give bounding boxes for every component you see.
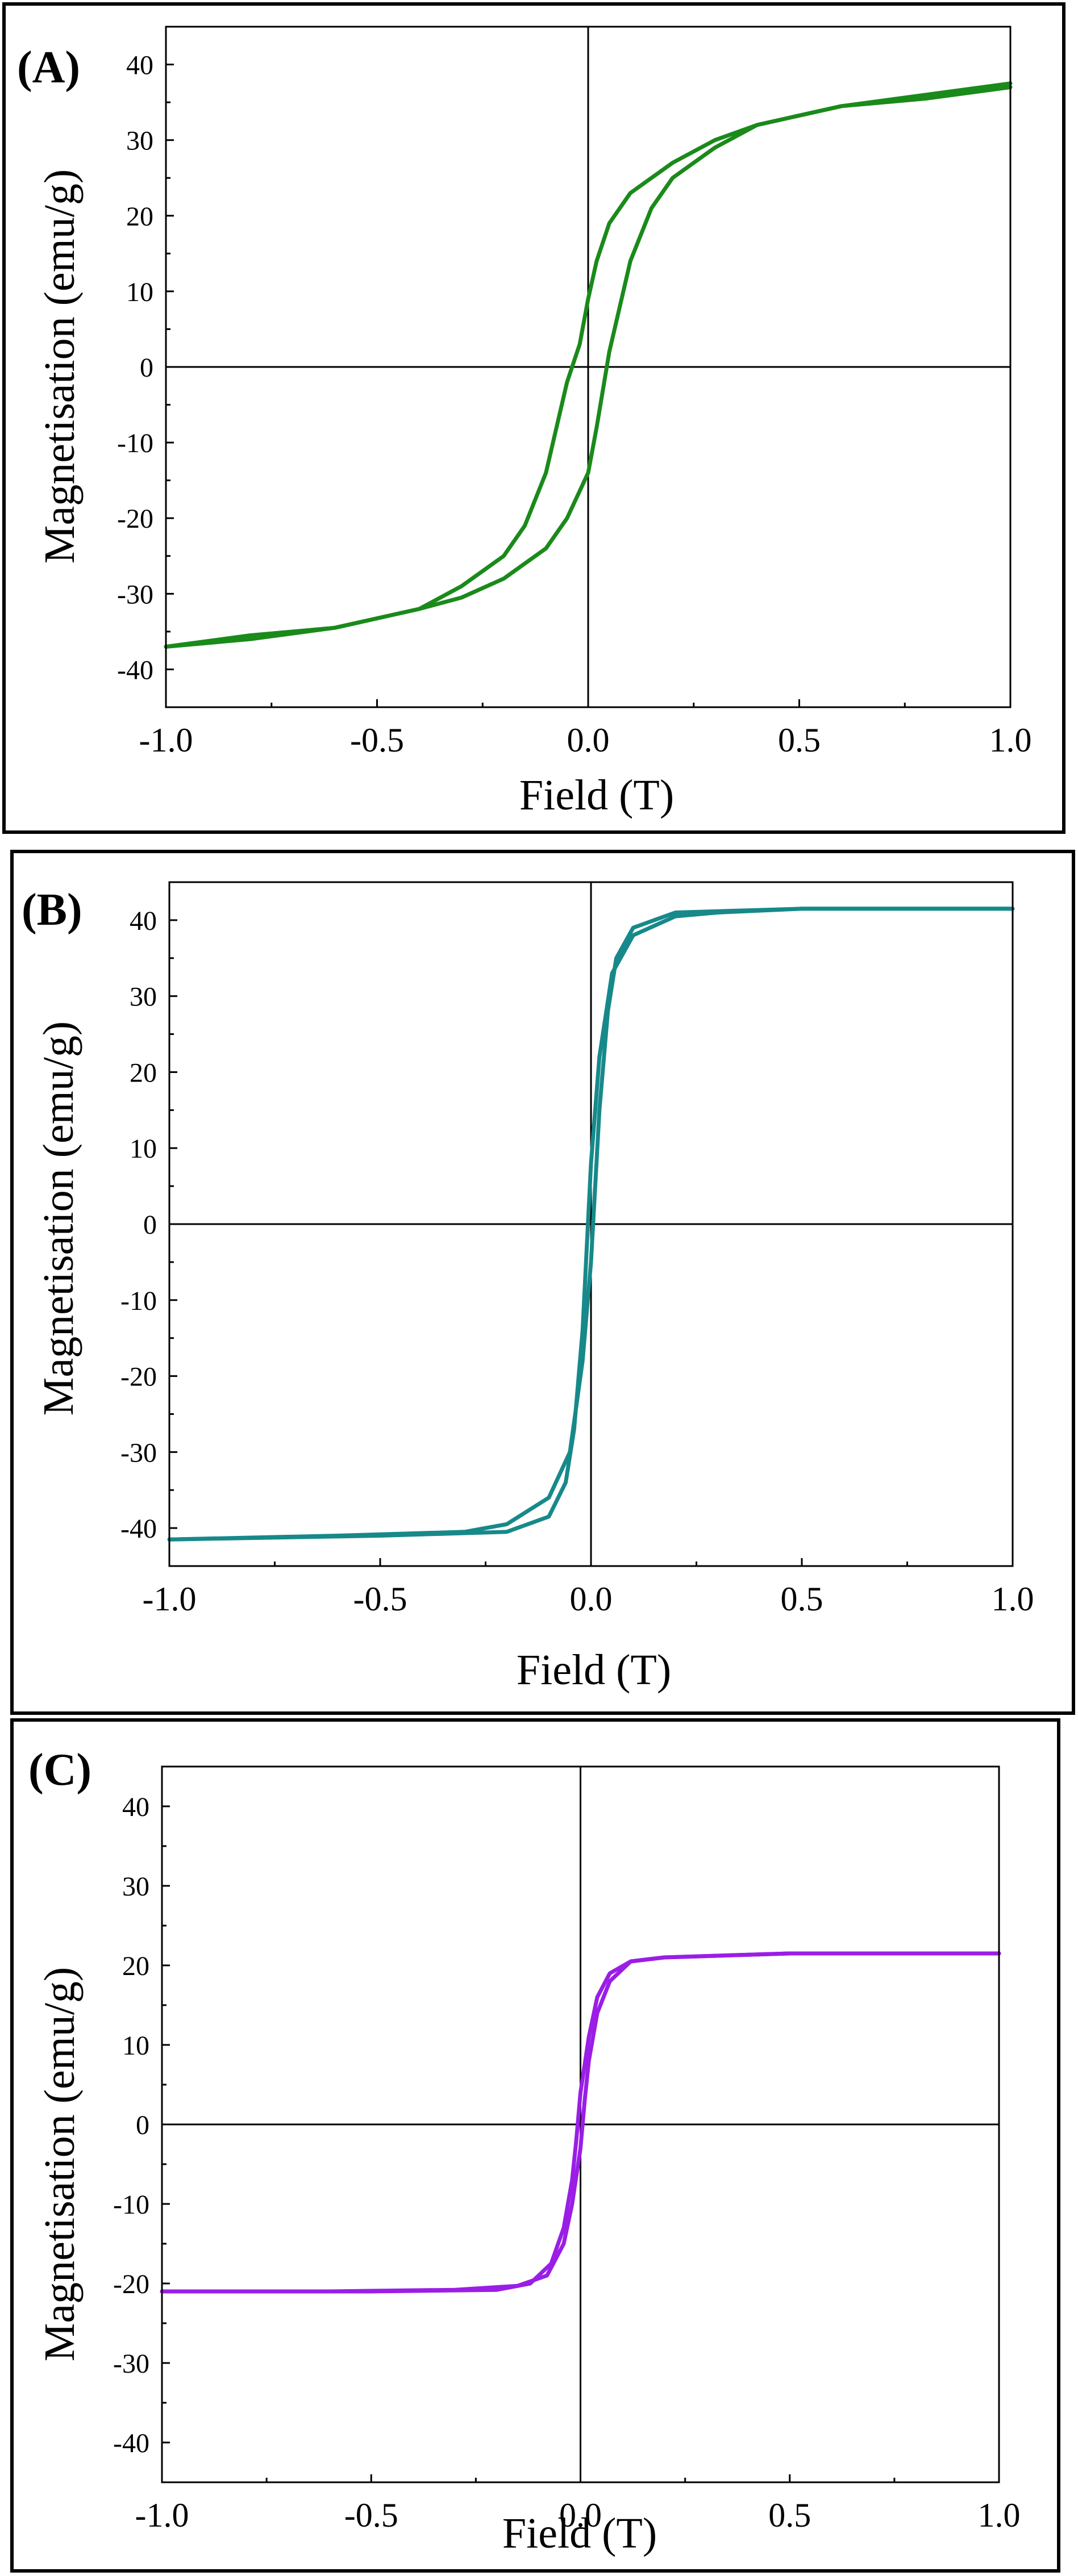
y-axis-label: Magnetisation (emu/g) <box>36 169 84 563</box>
y-tick-label: -30 <box>120 1438 157 1468</box>
x-axis-label: Field (T) <box>519 771 674 819</box>
y-tick-label: 30 <box>130 982 157 1012</box>
x-axis-label: Field (T) <box>502 2510 657 2557</box>
x-tick-label: 1.0 <box>992 1580 1034 1618</box>
panel-label: (A) <box>17 43 80 93</box>
y-tick-label: 20 <box>122 1951 149 1981</box>
x-tick-label: 0.5 <box>768 2496 811 2534</box>
y-tick-label: 30 <box>122 1872 149 1902</box>
panel-c-frame <box>10 1718 1060 2573</box>
y-tick-label: 20 <box>126 202 153 232</box>
panel-b-text: (B) Field (T) Magnetisation (emu/g) <box>22 885 671 1694</box>
x-tick-label: -0.5 <box>350 721 404 759</box>
x-tick-label: 1.0 <box>989 721 1032 759</box>
chart-c: -1.0 -0.5 0.0 0.5 1.0 -40 -30 -20 -10 0 10 20 30 40 <box>113 1765 1021 2534</box>
series-line <box>167 907 1015 1542</box>
y-tick-label: -40 <box>120 1514 157 1544</box>
y-tick-label: 40 <box>126 51 153 81</box>
y-tick-label: 20 <box>130 1058 157 1088</box>
y-tick-label: -10 <box>120 1286 157 1316</box>
y-tick-label: 40 <box>122 1792 149 1822</box>
y-tick-label: 0 <box>136 2110 149 2140</box>
series-line <box>160 1951 1001 2294</box>
series-line <box>164 85 1013 649</box>
chart-b: -1.0 -0.5 0.0 0.5 1.0 -40 -30 -20 -10 0 10 20 30 40 <box>120 881 1034 1618</box>
y-tick-label: 0 <box>140 353 153 383</box>
x-tick-label: -1.0 <box>135 2496 189 2534</box>
y-tick-label: -30 <box>113 2349 149 2379</box>
y-tick-label: -30 <box>117 579 153 609</box>
y-tick-label: 10 <box>122 2031 149 2061</box>
series-line <box>167 907 1015 1542</box>
y-tick-label: -10 <box>117 428 153 458</box>
panel-a-frame <box>2 2 1065 834</box>
panel-c-text: (C) Field (T) Magnetisation (emu/g) <box>28 1745 657 2557</box>
x-tick-label: 0.0 <box>559 2496 602 2534</box>
y-tick-label: -20 <box>113 2269 149 2299</box>
x-tick-label: 0.5 <box>778 721 821 759</box>
y-tick-label: 10 <box>130 1134 157 1164</box>
panel-label: (B) <box>22 885 82 935</box>
x-tick-label: 0.0 <box>567 721 610 759</box>
y-tick-label: -20 <box>120 1362 157 1392</box>
y-tick-label: 40 <box>130 906 157 936</box>
y-tick-label: -20 <box>117 504 153 534</box>
y-tick-label: -40 <box>113 2428 149 2458</box>
panel-a-text: (A) Field (T) Magnetisation (emu/g) <box>17 43 674 819</box>
x-axis-label: Field (T) <box>517 1646 671 1694</box>
panel-b-frame <box>10 850 1075 1715</box>
panel-label: (C) <box>28 1745 91 1795</box>
y-tick-label: 10 <box>126 277 153 307</box>
x-tick-label: -0.5 <box>344 2496 398 2534</box>
x-tick-label: 0.0 <box>570 1580 613 1618</box>
y-axis-label: Magnetisation (emu/g) <box>35 1021 82 1416</box>
chart-a: -1.0 -0.5 0.0 0.5 1.0 -40 -30 -20 -10 0 10 20 30 40 <box>117 26 1032 759</box>
y-tick-label: 30 <box>126 126 153 156</box>
y-tick-label: -10 <box>113 2190 149 2220</box>
y-axis-label: Magnetisation (emu/g) <box>36 1967 84 2361</box>
y-tick-label: -40 <box>117 655 153 685</box>
x-tick-label: 1.0 <box>978 2496 1021 2534</box>
x-tick-label: -1.0 <box>139 721 193 759</box>
x-tick-label: -1.0 <box>143 1580 197 1618</box>
x-tick-label: -0.5 <box>353 1580 407 1618</box>
y-tick-label: 0 <box>143 1210 157 1240</box>
x-tick-label: 0.5 <box>781 1580 823 1618</box>
